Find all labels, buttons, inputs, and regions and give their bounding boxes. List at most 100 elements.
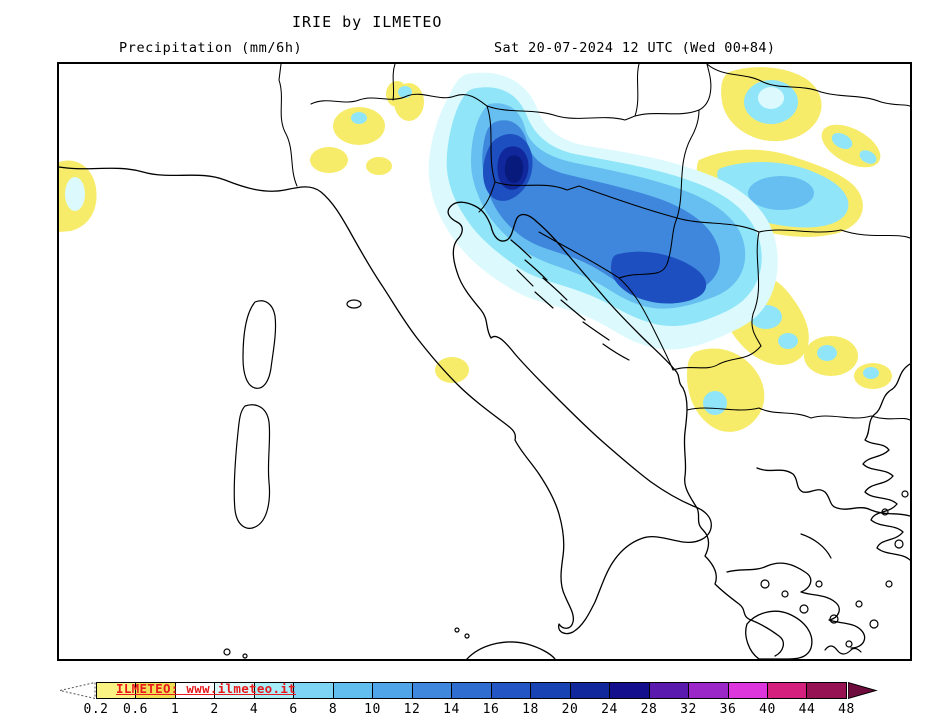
precip-blob (366, 157, 392, 175)
scale-segments (96, 682, 847, 699)
island-greek (869, 619, 879, 629)
border-line (486, 105, 636, 121)
island-greek (815, 580, 823, 588)
scale-left-arrow (59, 682, 96, 699)
island-small (223, 648, 231, 656)
map-signature-squiggle (824, 645, 862, 655)
scale-label: 48 (838, 702, 855, 717)
coastline-aegean-greece (726, 562, 866, 649)
scale-segment (530, 683, 570, 698)
map-svg (59, 64, 910, 659)
scale-segment (372, 683, 412, 698)
island-aeolian (464, 633, 470, 639)
precip-blob (831, 132, 853, 150)
border-line (686, 407, 910, 421)
scale-label: 28 (640, 702, 658, 717)
scale-label: 2 (210, 702, 219, 717)
country-borders (278, 64, 910, 421)
island-greek (760, 579, 770, 589)
scale-label: 32 (680, 702, 697, 717)
scale-label: 24 (601, 702, 618, 717)
coastline-main (59, 166, 785, 657)
island-greek (855, 600, 863, 608)
island-croatian (582, 321, 610, 341)
border-line (618, 217, 678, 279)
coastline-sicily-hint (466, 641, 556, 659)
variable-label: Precipitation (mm/6h) (119, 40, 303, 56)
scale-segment (490, 683, 531, 698)
island-greek (845, 640, 853, 648)
scale-label: 6 (289, 702, 298, 717)
valid-time-label: Sat 20-07-2024 12 UTC (Wed 00+84) (494, 40, 776, 56)
scale-segment (569, 683, 610, 698)
scale-label: 40 (759, 702, 776, 717)
border-line (278, 64, 298, 187)
coastline-turkey-west (862, 363, 910, 561)
islands (223, 239, 909, 659)
precip-blob (351, 112, 367, 124)
border-line (310, 93, 488, 107)
scale-left-arrow-shape (59, 682, 96, 699)
precip-blob (333, 107, 385, 145)
scale-label: 36 (719, 702, 737, 717)
scale-right-arrow (848, 682, 878, 699)
scale-label: 0.6 (123, 702, 148, 717)
scale-segment (451, 683, 491, 698)
island-greek (781, 590, 789, 598)
scale-label: 0.2 (83, 702, 109, 717)
island-euboea (800, 533, 832, 559)
coastline-peloponnese (745, 610, 813, 659)
scale-label: 12 (403, 702, 421, 717)
scale-segment (135, 683, 175, 698)
scale-segment (688, 683, 728, 698)
precip-blob (778, 333, 798, 349)
border-line (751, 231, 762, 347)
scale-segment (766, 683, 807, 698)
scale-label: 18 (522, 702, 539, 717)
island-croatian (534, 291, 554, 309)
scale-label: 14 (443, 702, 460, 717)
border-line (578, 185, 678, 219)
precipitation-overlay (59, 67, 892, 432)
precip-blob (398, 86, 412, 98)
watermark: ILMETEO: www.ilmeteo.it (116, 681, 296, 696)
island-croatian (510, 239, 532, 259)
border-line (634, 64, 640, 117)
border-line (672, 345, 762, 371)
precip-blob (863, 367, 879, 379)
scale-labels: 0.2 0.6 1 2 4 6 8 10 12 14 16 18 20 24 28 32 36 40 44 48 (0, 702, 940, 720)
scale-segment (253, 683, 294, 698)
border-line (676, 109, 700, 219)
scale-label: 16 (482, 702, 500, 717)
scale-label: 44 (798, 702, 816, 717)
scale-segment (727, 683, 767, 698)
island-croatian (602, 343, 630, 361)
scale-label: 20 (561, 702, 579, 717)
island-greek (799, 604, 809, 614)
page-title: IRIE by ILMETEO (292, 13, 443, 31)
island-small (242, 653, 248, 659)
island-croatian (542, 277, 568, 301)
island-sardinia (233, 404, 271, 529)
precip-blob (703, 391, 727, 415)
scale-segment (97, 683, 136, 698)
coastline-north-aegean (756, 467, 910, 517)
island-croatian (524, 259, 548, 281)
precip-blob-main (482, 120, 721, 298)
island-greek (901, 490, 909, 498)
precip-blob (817, 345, 837, 361)
precip-blob (859, 150, 877, 164)
precip-blob (65, 177, 85, 211)
scale-segment (806, 683, 846, 698)
scale-label: 4 (249, 702, 259, 717)
border-line (392, 64, 396, 101)
scale-label: 10 (364, 702, 381, 717)
scale-segment (293, 683, 333, 698)
precip-blob-main (610, 251, 707, 304)
island-elba (346, 299, 362, 309)
island-aeolian (454, 627, 460, 633)
scale-label: 8 (328, 702, 338, 717)
island-greek (881, 508, 889, 516)
precip-blob (435, 357, 469, 383)
border-line (538, 231, 674, 371)
